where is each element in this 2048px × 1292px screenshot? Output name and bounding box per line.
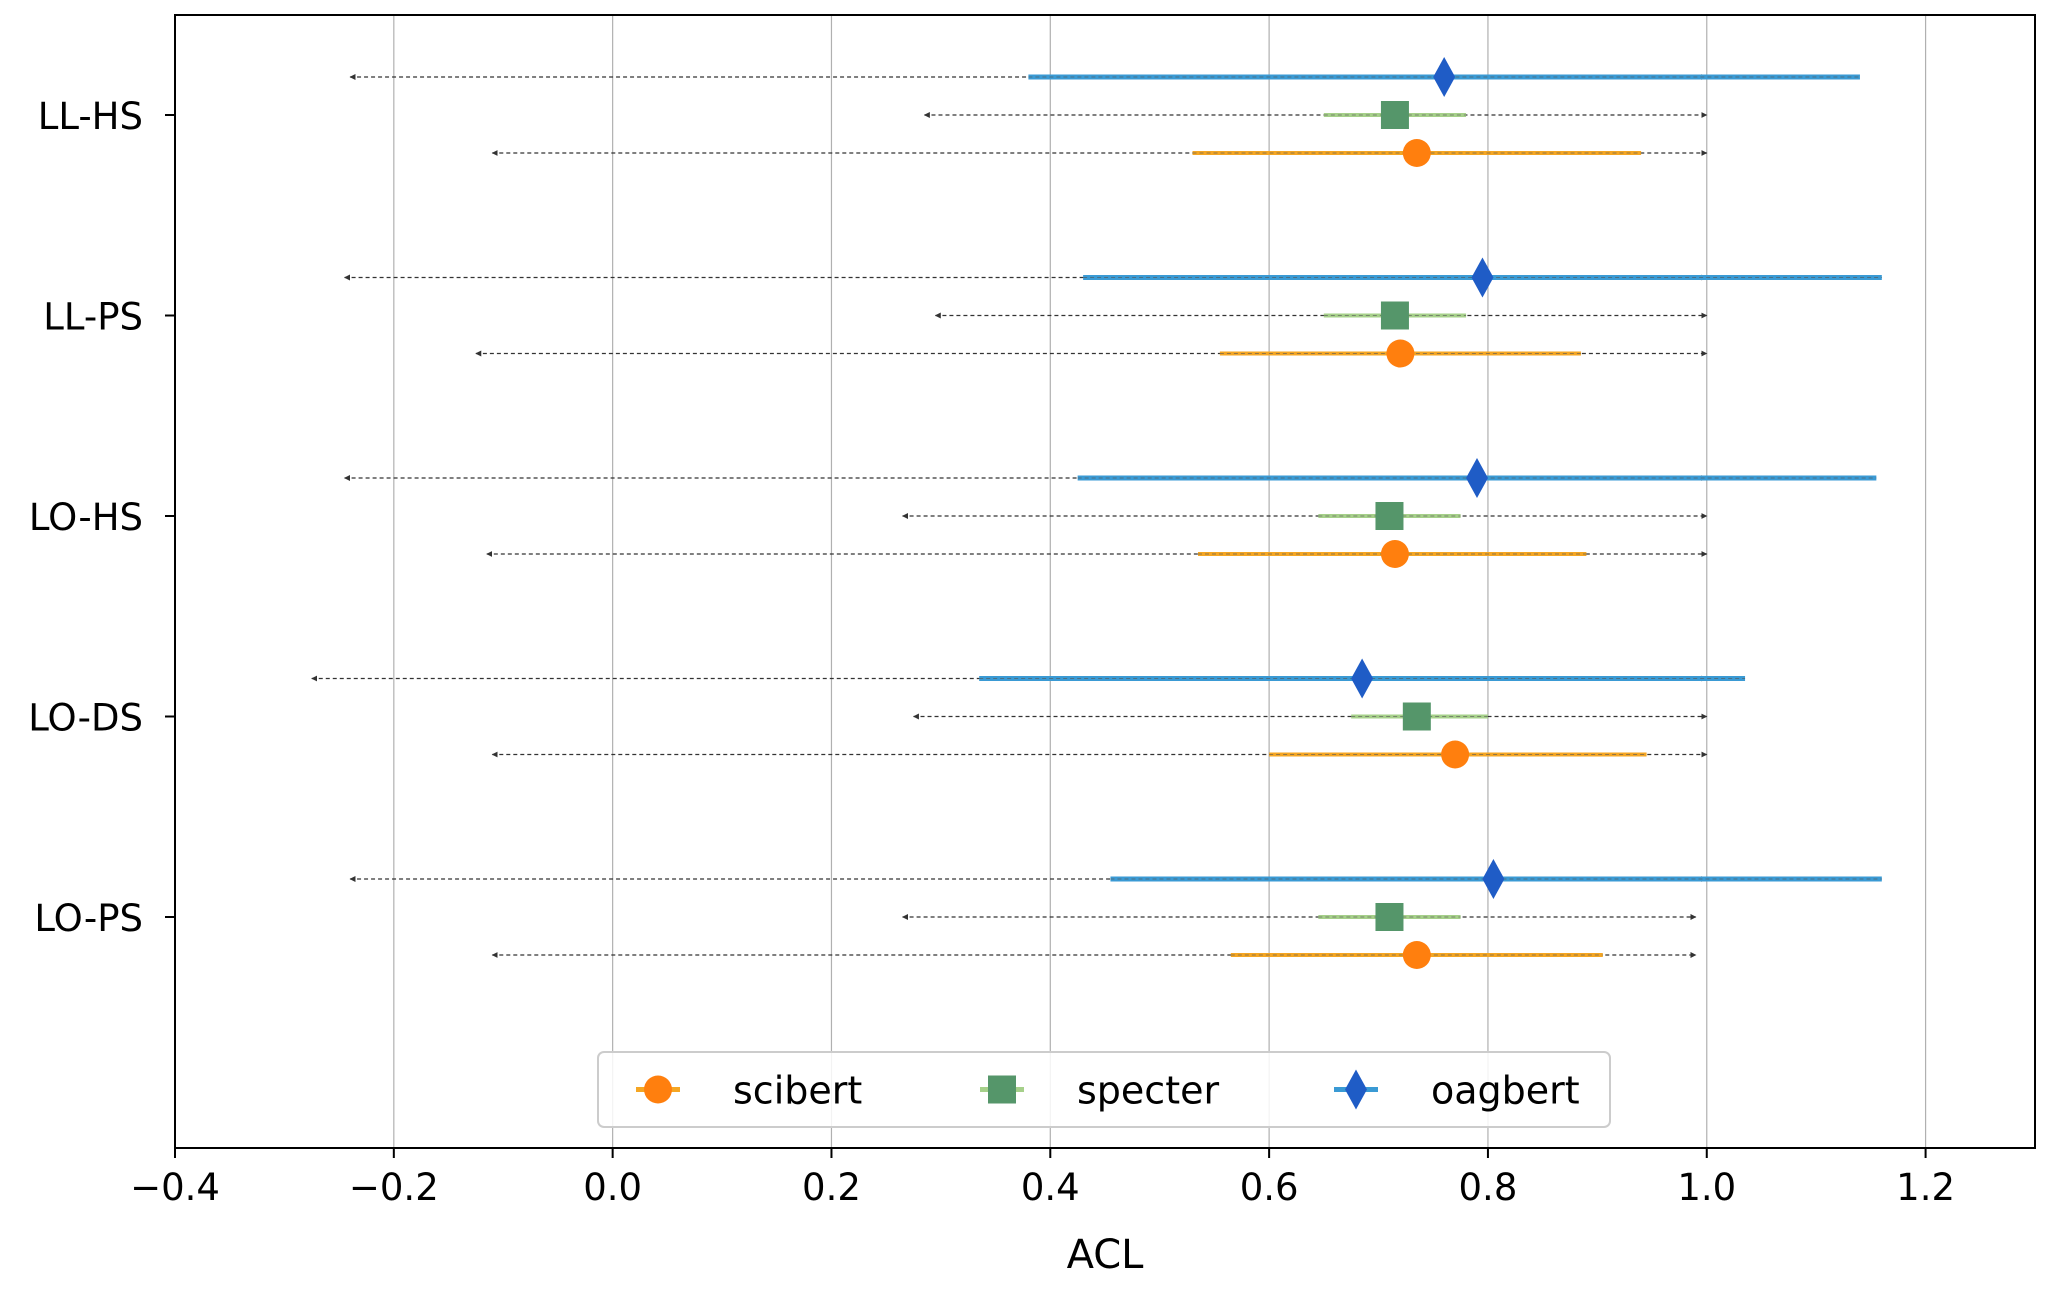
x-axis-ticks: −0.4 −0.2 0.0 0.2 0.4 0.6 0.8 1.0 1.2 bbox=[130, 1148, 1955, 1209]
point-markers bbox=[1351, 57, 1505, 969]
x-tick-label: −0.4 bbox=[130, 1166, 220, 1209]
grid-lines bbox=[393, 15, 1927, 1148]
legend-label: scibert bbox=[733, 1069, 862, 1113]
oagbert-point bbox=[1466, 458, 1488, 498]
x-axis-label: ACL bbox=[1067, 1232, 1145, 1278]
x-tick-label: −0.2 bbox=[349, 1166, 439, 1209]
plot-area-frame bbox=[174, 14, 2036, 1149]
x-tick-label: 1.0 bbox=[1677, 1166, 1736, 1209]
legend-label: oagbert bbox=[1431, 1069, 1580, 1113]
scibert-point bbox=[1402, 941, 1431, 969]
specter-point bbox=[1375, 903, 1404, 931]
specter-point bbox=[1380, 101, 1409, 129]
y-tick-label: LO-HS bbox=[29, 496, 143, 539]
legend-marker bbox=[988, 1075, 1016, 1104]
x-tick-label: 1.2 bbox=[1896, 1166, 1955, 1209]
scibert-point bbox=[1402, 139, 1431, 167]
x-tick-label: 0.0 bbox=[583, 1166, 642, 1209]
specter-point bbox=[1380, 301, 1409, 330]
scibert-point bbox=[1380, 540, 1409, 568]
oagbert-point bbox=[1482, 859, 1505, 899]
y-tick-label: LO-DS bbox=[28, 697, 143, 740]
y-tick-label: LL-HS bbox=[38, 95, 143, 138]
oagbert-point bbox=[1471, 257, 1494, 298]
x-tick-label: 0.4 bbox=[1021, 1166, 1080, 1209]
range-arrows bbox=[311, 74, 1708, 958]
oagbert-point bbox=[1351, 658, 1374, 699]
y-tick-label: LL-PS bbox=[43, 296, 143, 339]
x-tick-label: 0.2 bbox=[802, 1166, 861, 1209]
oagbert-point bbox=[1433, 57, 1456, 97]
scibert-point bbox=[1386, 339, 1415, 368]
legend-box bbox=[597, 1051, 1611, 1128]
y-axis-ticks: LL-HS LL-PS LO-HS LO-DS LO-PS bbox=[28, 95, 175, 940]
y-tick-label: LO-PS bbox=[34, 897, 143, 940]
legend-marker bbox=[644, 1075, 672, 1104]
legend: scibert specter oagbert bbox=[597, 1051, 1611, 1128]
x-tick-label: 0.6 bbox=[1240, 1166, 1299, 1209]
x-tick-label: 0.8 bbox=[1459, 1166, 1518, 1209]
legend-marker bbox=[1345, 1069, 1367, 1110]
scibert-point bbox=[1441, 740, 1470, 769]
legend-label: specter bbox=[1077, 1069, 1219, 1113]
specter-point bbox=[1375, 502, 1404, 530]
specter-point bbox=[1402, 702, 1431, 731]
